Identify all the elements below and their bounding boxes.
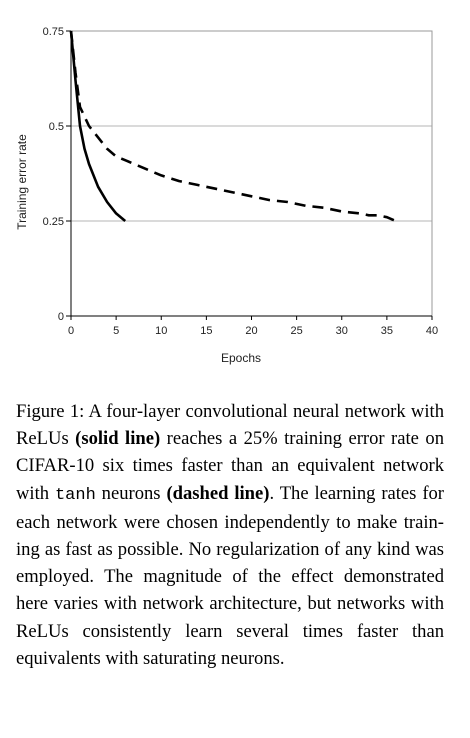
figure-caption: Figure 1: A four-layer convolutional neu… — [16, 398, 444, 672]
x-tick-label-7: 35 — [381, 325, 393, 337]
y-tick-label-2: 0.5 — [49, 121, 64, 133]
caption-text-3: neurons — [95, 482, 167, 504]
training-error-chart: 0 0.25 0.5 0.75 0 5 10 15 20 25 30 35 40 Epochs Trai… — [15, 26, 439, 365]
y-tick-label-3: 0.75 — [43, 26, 64, 38]
dashed-series-line — [69, 30, 397, 223]
caption-text-1: A four-layer convolutional neural networ… — [16, 401, 444, 450]
series-lines — [69, 30, 397, 223]
caption-dashed-line-ref: (dashed line) — [166, 482, 270, 504]
y-tick-label-0: 0 — [58, 311, 64, 323]
solid-series-line — [69, 30, 127, 222]
x-tick-label-3: 15 — [200, 325, 212, 337]
caption-text-4: . The learning rates for each net­work w… — [16, 482, 444, 669]
x-tick-label-2: 10 — [155, 325, 167, 337]
axis-ticks: 0 0.25 0.5 0.75 0 5 10 15 20 25 30 35 40 — [43, 26, 439, 337]
x-tick-label-0: 0 — [68, 325, 74, 337]
x-tick-label-6: 30 — [336, 325, 348, 337]
x-tick-label-4: 20 — [245, 325, 257, 337]
caption-tanh-code: tanh — [54, 485, 96, 505]
y-tick-label-1: 0.25 — [43, 216, 64, 228]
x-axis-title: Epochs — [221, 351, 261, 365]
caption-solid-line-ref: (solid line) — [75, 428, 161, 450]
plot-frame — [70, 30, 433, 317]
x-tick-label-1: 5 — [113, 325, 119, 337]
y-axis-title: Training error rate — [15, 134, 29, 230]
grid-lines — [71, 125, 432, 222]
x-tick-label-8: 40 — [426, 325, 438, 337]
x-tick-label-5: 25 — [291, 325, 303, 337]
caption-label: Figure 1: — [16, 401, 85, 422]
caption-text-2: reaches a 25% training error rate on CIF… — [16, 428, 444, 504]
